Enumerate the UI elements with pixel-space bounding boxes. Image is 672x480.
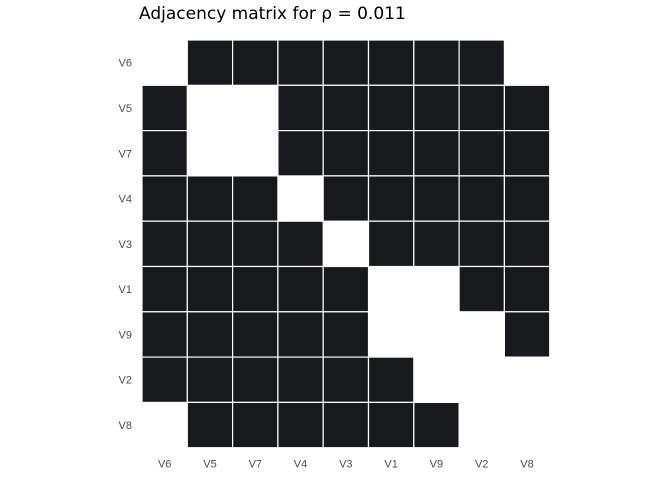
matrix-cell-V4-V6 [141, 175, 188, 222]
matrix-cell-V7-V6 [141, 130, 188, 177]
matrix-cell-V6-V1 [367, 39, 415, 86]
matrix-cell-V2-V5 [186, 356, 234, 404]
matrix-cell-V6-V7 [232, 39, 279, 86]
matrix-cell-V2-V7 [232, 356, 279, 404]
x-tick-label: V6 [158, 459, 171, 471]
matrix-cell-V5-V3 [322, 84, 370, 132]
matrix-cell-V4-V9 [413, 175, 460, 222]
y-tick-label: V8 [119, 420, 132, 432]
matrix-cell-V2-V4 [277, 356, 324, 404]
matrix-cell-V6-V3 [322, 39, 370, 86]
matrix-cell-V1-V6 [141, 265, 188, 313]
matrix-cell-V3-V2 [458, 220, 506, 268]
matrix-cell-V9-V5 [186, 311, 234, 358]
y-tick-label: V6 [119, 58, 132, 70]
matrix-cell-V2-V1 [367, 356, 415, 404]
x-tick-label: V5 [203, 459, 216, 471]
matrix-cell-V9-V8 [503, 311, 551, 358]
matrix-cell-V3-V8 [503, 220, 551, 268]
matrix-cell-V7-V2 [458, 130, 506, 177]
matrix-cell-V7-V9 [413, 130, 460, 177]
matrix-cell-V9-V4 [277, 311, 324, 358]
y-tick-label: V1 [119, 284, 132, 296]
matrix-cell-V7-V8 [503, 130, 551, 177]
y-tick-label: V4 [119, 194, 132, 206]
x-tick-label: V4 [294, 459, 307, 471]
matrix-cell-V1-V3 [322, 265, 370, 313]
matrix-cell-V3-V4 [277, 220, 324, 268]
matrix-cell-V3-V6 [141, 220, 188, 268]
x-tick-label: V7 [249, 459, 262, 471]
matrix-cell-V1-V2 [458, 265, 506, 313]
matrix-cell-V7-V1 [367, 130, 415, 177]
matrix-cell-V1-V7 [232, 265, 279, 313]
matrix-cell-V8-V1 [367, 401, 415, 449]
matrix-cell-V5-V4 [277, 84, 324, 132]
matrix-cell-V2-V6 [141, 356, 188, 404]
matrix-cell-V1-V5 [186, 265, 234, 313]
matrix-cell-V4-V5 [186, 175, 234, 222]
matrix-cell-V5-V2 [458, 84, 506, 132]
matrix-cell-V2-V3 [322, 356, 370, 404]
matrix-cell-V4-V8 [503, 175, 551, 222]
matrix-cell-V8-V9 [413, 401, 460, 449]
matrix-cell-V3-V7 [232, 220, 279, 268]
matrix-cell-V8-V5 [186, 401, 234, 449]
matrix-cell-V3-V9 [413, 220, 460, 268]
y-tick-label: V7 [119, 148, 132, 160]
matrix-cell-V1-V4 [277, 265, 324, 313]
matrix-cell-V4-V3 [322, 175, 370, 222]
matrix-cell-V1-V8 [503, 265, 551, 313]
matrix-cell-V9-V7 [232, 311, 279, 358]
matrix-cell-V9-V3 [322, 311, 370, 358]
matrix-cell-V6-V9 [413, 39, 460, 86]
x-tick-label: V1 [384, 459, 397, 471]
x-tick-label: V2 [475, 459, 488, 471]
matrix-cell-V4-V7 [232, 175, 279, 222]
y-tick-label: V3 [119, 239, 132, 251]
x-tick-labels: V6 V5 V7 V4 V3 V1 V9 V2 V8 [158, 459, 534, 471]
matrix-cell-V9-V6 [141, 311, 188, 358]
y-tick-labels: V6 V5 V7 V4 V3 V1 V9 V2 V8 [119, 58, 132, 432]
matrix-cell-V4-V2 [458, 175, 506, 222]
y-tick-label: V2 [119, 375, 132, 387]
matrix-cell-V7-V4 [277, 130, 324, 177]
matrix-cell-V5-V6 [141, 84, 188, 132]
matrix-cell-V3-V5 [186, 220, 234, 268]
cells-layer [141, 39, 551, 449]
matrix-cell-V5-V1 [367, 84, 415, 132]
matrix-cell-V8-V4 [277, 401, 324, 449]
chart-title: Adjacency matrix for ρ = 0.011 [139, 4, 406, 24]
y-tick-label: V9 [119, 329, 132, 341]
matrix-cell-V8-V7 [232, 401, 279, 449]
matrix-cell-V6-V5 [186, 39, 234, 86]
x-tick-label: V8 [520, 459, 533, 471]
matrix-cell-V5-V8 [503, 84, 551, 132]
matrix-cell-V4-V1 [367, 175, 415, 222]
matrix-cell-V3-V1 [367, 220, 415, 268]
matrix-cell-V5-V9 [413, 84, 460, 132]
x-tick-label: V9 [430, 459, 443, 471]
matrix-cell-V6-V4 [277, 39, 324, 86]
y-tick-label: V5 [119, 103, 132, 115]
matrix-cell-V8-V3 [322, 401, 370, 449]
x-tick-label: V3 [339, 459, 352, 471]
matrix-cell-V7-V3 [322, 130, 370, 177]
matrix-cell-V6-V2 [458, 39, 506, 86]
